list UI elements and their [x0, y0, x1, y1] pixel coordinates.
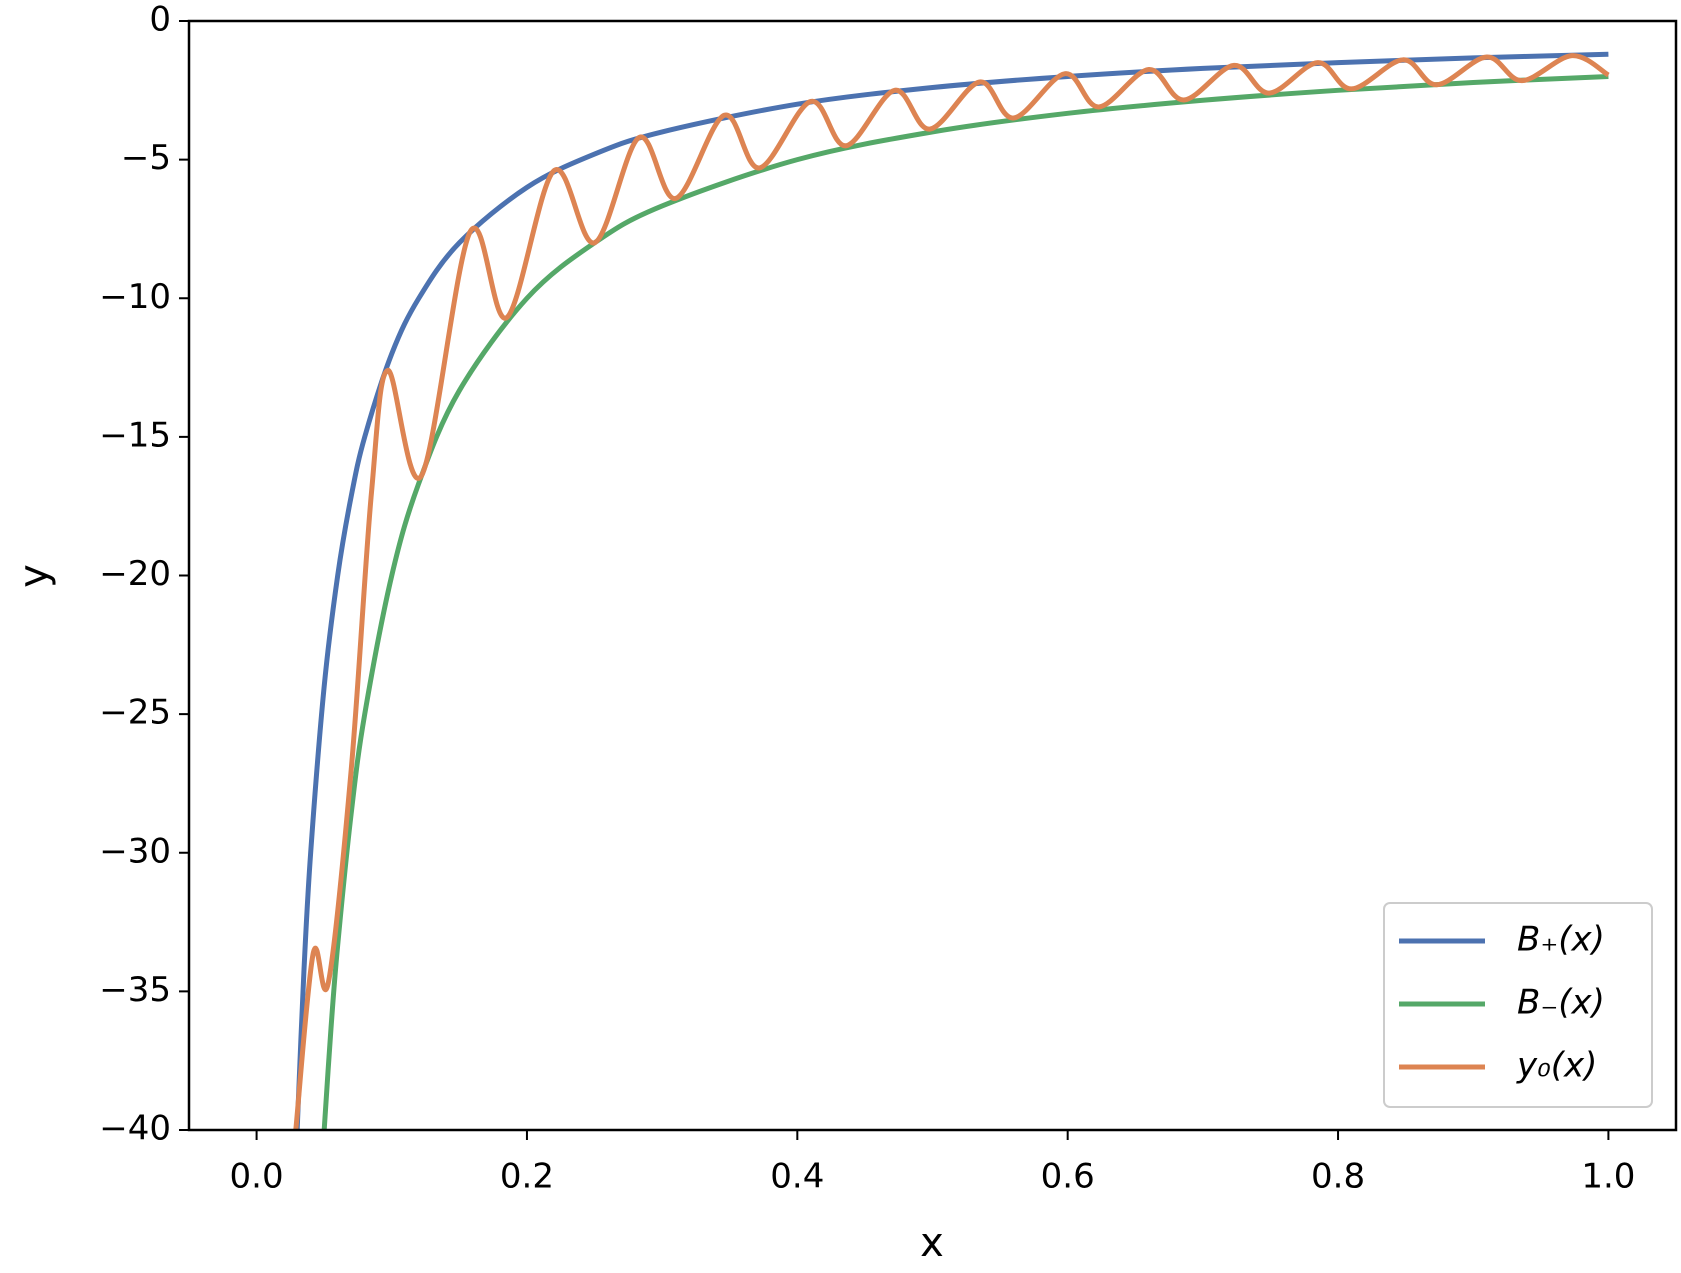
x-tick-label: 0.2: [500, 1157, 554, 1197]
x-tick-label: 0.4: [770, 1157, 824, 1197]
x-tick-label: 0.6: [1041, 1157, 1095, 1197]
y-tick-label: −15: [99, 415, 171, 455]
legend-label: B₊(x): [1517, 920, 1605, 960]
series-line: [321, 73, 1609, 1130]
series-line: [293, 53, 1610, 1130]
plot-area: [293, 51, 1610, 1130]
x-tick-label: 0.8: [1311, 1157, 1365, 1197]
legend-label: B₋(x): [1517, 983, 1605, 1023]
series-line: [294, 51, 1609, 1130]
legend-label: y₀(x): [1516, 1046, 1597, 1086]
x-tick-label: 1.0: [1581, 1157, 1635, 1197]
y-tick-label: −5: [121, 138, 171, 178]
y-axis-label: y: [11, 564, 57, 588]
y-tick-label: −20: [99, 554, 171, 594]
legend-box: [1383, 902, 1653, 1108]
y-tick-label: −40: [99, 1109, 171, 1149]
x-axis-label: x: [920, 1220, 944, 1266]
y-tick-label: −10: [99, 277, 171, 317]
x-tick-label: 0.0: [230, 1157, 284, 1197]
legend: B₊(x) B₋(x) y₀(x): [1383, 902, 1653, 1108]
y-tick-label: 0: [149, 0, 171, 40]
y-tick-label: −35: [99, 970, 171, 1010]
y-tick-label: −30: [99, 831, 171, 871]
y-tick-label: −25: [99, 693, 171, 733]
